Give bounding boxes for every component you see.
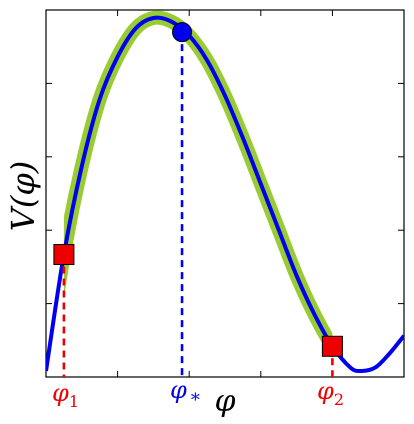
axis-ticks (46, 10, 404, 377)
y-axis-label: V(φ) (4, 161, 42, 231)
phi-2-label: φ2 (317, 377, 344, 409)
phi-star-label: φ * (170, 376, 200, 411)
phi-star-marker (172, 22, 193, 43)
x-axis-label: φ (214, 384, 235, 419)
potential-curve (46, 15, 404, 374)
plot-frame (45, 9, 405, 378)
highlight-band-stroke (63, 10, 333, 359)
axes-frame (45, 9, 405, 378)
markers (53, 22, 343, 357)
phi-2-marker (321, 335, 343, 357)
highlight-band (63, 10, 333, 359)
potential-curve-layer (46, 15, 404, 374)
phi-1-marker (53, 244, 75, 266)
phi-1-label: φ1 (52, 379, 79, 411)
